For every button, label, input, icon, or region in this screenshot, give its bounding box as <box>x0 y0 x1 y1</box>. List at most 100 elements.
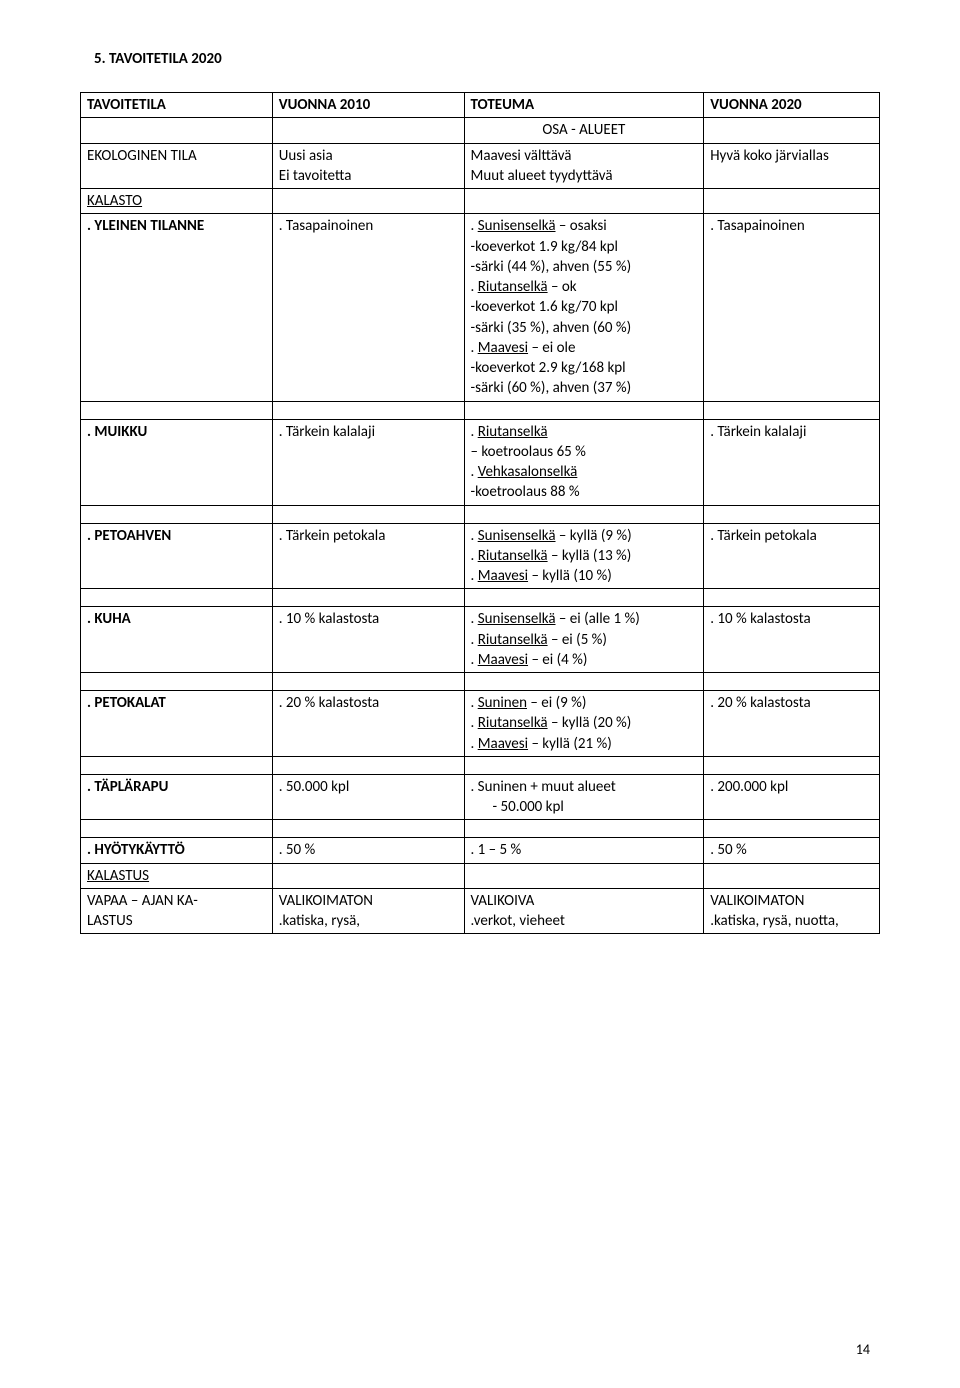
taplarapu-2010: . 50.000 kpl <box>272 774 464 820</box>
kuha-2020: . 10 % kalastosta <box>704 607 880 673</box>
petokalat-row: . PETOKALAT . 20 % kalastosta . Suninen … <box>81 691 880 757</box>
vapaa-toteuma: VALIKOIVA .verkot, vieheet <box>464 888 704 934</box>
cell-line: Maavesi välttävä <box>471 146 698 166</box>
cell-line: VALIKOIMATON <box>279 891 458 911</box>
cell-line: . Suninen – ei (9 %) <box>471 693 698 713</box>
kalasto-label: KALASTO <box>81 189 273 214</box>
kuha-label: . KUHA <box>81 607 273 673</box>
hyoty-2010: . 50 % <box>272 838 464 863</box>
cell-line: . Vehkasalonselkä <box>471 462 698 482</box>
cell-line: Uusi asia <box>279 146 458 166</box>
page-number: 14 <box>856 1341 870 1358</box>
cell-line: -koeverkot 1.9 kg/84 kpl <box>471 237 698 257</box>
spacer-row <box>81 589 880 607</box>
cell-line: . Riutanselkä – ei (5 %) <box>471 630 698 650</box>
cell-line: LASTUS <box>87 911 266 931</box>
cell-line: VALIKOIVA <box>471 891 698 911</box>
kuha-2010: . 10 % kalastosta <box>272 607 464 673</box>
document-page: 5. TAVOITETILA 2020 TAVOITETILA VUONNA 2… <box>0 0 960 1388</box>
cell-line: .katiska, rysä, <box>279 911 458 931</box>
spacer-row <box>81 820 880 838</box>
header-vuonna-2010: VUONNA 2010 <box>272 93 464 118</box>
cell-line: -särki (60 %), ahven (37 %) <box>471 378 698 398</box>
header-vuonna-2020: VUONNA 2020 <box>704 93 880 118</box>
muikku-toteuma: . Riutanselkä – koetroolaus 65 % . Vehka… <box>464 419 704 505</box>
cell-line: . Maavesi – ei (4 %) <box>471 650 698 670</box>
cell-line: . Maavesi – kyllä (10 %) <box>471 566 698 586</box>
petoahven-toteuma: . Sunisenselkä – kyllä (9 %) . Riutansel… <box>464 523 704 589</box>
cell-line: – koetroolaus 65 % <box>471 442 698 462</box>
header-tavoitetila: TAVOITETILA <box>81 93 273 118</box>
cell-line: -särki (35 %), ahven (60 %) <box>471 318 698 338</box>
petokalat-label: . PETOKALAT <box>81 691 273 757</box>
taplarapu-2020: . 200.000 kpl <box>704 774 880 820</box>
kuha-row: . KUHA . 10 % kalastosta . Sunisenselkä … <box>81 607 880 673</box>
spacer-row <box>81 401 880 419</box>
petoahven-row: . PETOAHVEN . Tärkein petokala . Sunisen… <box>81 523 880 589</box>
hyoty-2020: . 50 % <box>704 838 880 863</box>
header-toteuma: TOTEUMA <box>464 93 704 118</box>
cell-line: . Maavesi – ei ole <box>471 338 698 358</box>
ekologinen-label: EKOLOGINEN TILA <box>81 143 273 189</box>
cell-line: VALIKOIMATON <box>710 891 873 911</box>
kalastus-row: KALASTUS <box>81 863 880 888</box>
taplarapu-toteuma: . Suninen + muut alueet - 50.000 kpl <box>464 774 704 820</box>
kalastus-label: KALASTUS <box>81 863 273 888</box>
cell-line: . Maavesi – kyllä (21 %) <box>471 734 698 754</box>
spacer-row <box>81 673 880 691</box>
vapaa-label: VAPAA – AJAN KA- LASTUS <box>81 888 273 934</box>
taplarapu-row: . TÄPLÄRAPU . 50.000 kpl . Suninen + muu… <box>81 774 880 820</box>
taplarapu-label: . TÄPLÄRAPU <box>81 774 273 820</box>
muikku-2010: . Tärkein kalalaji <box>272 419 464 505</box>
muikku-row: . MUIKKU . Tärkein kalalaji . Riutanselk… <box>81 419 880 505</box>
cell-line: . Sunisenselkä – osaksi <box>471 216 698 236</box>
cell-line: . Sunisenselkä – ei (alle 1 %) <box>471 609 698 629</box>
hyotykaytto-row: . HYÖTYKÄYTTÖ . 50 % . 1 – 5 % . 50 % <box>81 838 880 863</box>
ekologinen-row: EKOLOGINEN TILA Uusi asia Ei tavoitetta … <box>81 143 880 189</box>
yleinen-label: . YLEINEN TILANNE <box>81 214 273 401</box>
cell-line: - 50.000 kpl <box>471 797 698 817</box>
osa-alueet-row: OSA - ALUEET <box>81 118 880 143</box>
cell-line: . Suninen + muut alueet <box>471 777 698 797</box>
petokalat-2010: . 20 % kalastosta <box>272 691 464 757</box>
petokalat-toteuma: . Suninen – ei (9 %) . Riutanselkä – kyl… <box>464 691 704 757</box>
cell-line: . Riutanselkä – ok <box>471 277 698 297</box>
petoahven-2010: . Tärkein petokala <box>272 523 464 589</box>
section-heading: 5. TAVOITETILA 2020 <box>80 50 880 68</box>
table-header-row: TAVOITETILA VUONNA 2010 TOTEUMA VUONNA 2… <box>81 93 880 118</box>
spacer-row <box>81 505 880 523</box>
kalasto-row: KALASTO <box>81 189 880 214</box>
hyoty-label: . HYÖTYKÄYTTÖ <box>81 838 273 863</box>
cell-line: -koetroolaus 88 % <box>471 482 698 502</box>
cell-line: Ei tavoitetta <box>279 166 458 186</box>
petoahven-label: . PETOAHVEN <box>81 523 273 589</box>
vapaa-2020: VALIKOIMATON .katiska, rysä, nuotta, <box>704 888 880 934</box>
cell-line: . Riutanselkä – kyllä (20 %) <box>471 713 698 733</box>
hyoty-toteuma: . 1 – 5 % <box>464 838 704 863</box>
yleinen-2010: . Tasapainoinen <box>272 214 464 401</box>
cell-line: .katiska, rysä, nuotta, <box>710 911 873 931</box>
osa-alueet-label: OSA - ALUEET <box>464 118 704 143</box>
cell-line: . Sunisenselkä – kyllä (9 %) <box>471 526 698 546</box>
ekologinen-2010: Uusi asia Ei tavoitetta <box>272 143 464 189</box>
cell-line: -koeverkot 2.9 kg/168 kpl <box>471 358 698 378</box>
cell-line: .verkot, vieheet <box>471 911 698 931</box>
petokalat-2020: . 20 % kalastosta <box>704 691 880 757</box>
muikku-label: . MUIKKU <box>81 419 273 505</box>
cell-line: . Riutanselkä <box>471 422 698 442</box>
yleinen-row: . YLEINEN TILANNE . Tasapainoinen . Suni… <box>81 214 880 401</box>
muikku-2020: . Tärkein kalalaji <box>704 419 880 505</box>
petoahven-2020: . Tärkein petokala <box>704 523 880 589</box>
yleinen-2020: . Tasapainoinen <box>704 214 880 401</box>
vapaa-ajan-row: VAPAA – AJAN KA- LASTUS VALIKOIMATON .ka… <box>81 888 880 934</box>
vapaa-2010: VALIKOIMATON .katiska, rysä, <box>272 888 464 934</box>
ekologinen-2020: Hyvä koko järviallas <box>704 143 880 189</box>
yleinen-toteuma: . Sunisenselkä – osaksi -koeverkot 1.9 k… <box>464 214 704 401</box>
cell-line: -koeverkot 1.6 kg/70 kpl <box>471 297 698 317</box>
cell-line: . Riutanselkä – kyllä (13 %) <box>471 546 698 566</box>
cell-line: -särki (44 %), ahven (55 %) <box>471 257 698 277</box>
ekologinen-toteuma: Maavesi välttävä Muut alueet tyydyttävä <box>464 143 704 189</box>
cell-line: VAPAA – AJAN KA- <box>87 891 266 911</box>
cell-line: Muut alueet tyydyttävä <box>471 166 698 186</box>
spacer-row <box>81 756 880 774</box>
